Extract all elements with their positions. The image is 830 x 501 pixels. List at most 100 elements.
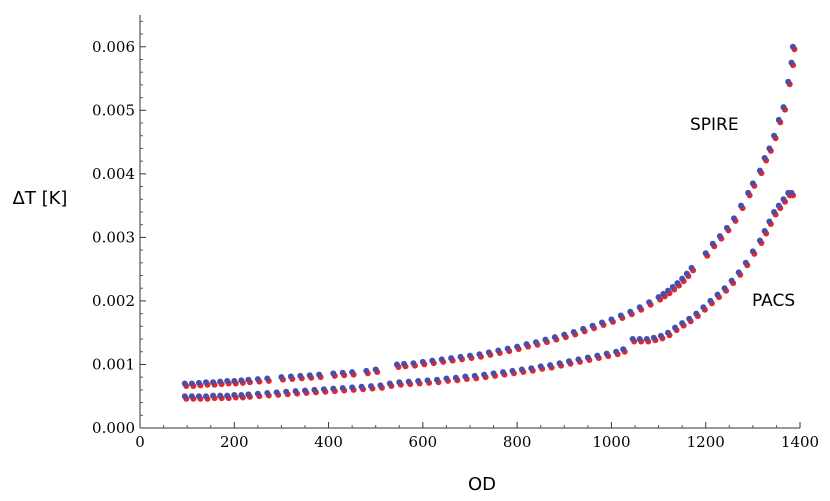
spire-point-blue — [679, 275, 686, 282]
spire-point-blue — [419, 358, 426, 365]
spire-point-blue — [636, 304, 643, 311]
pacs-point-blue — [735, 269, 742, 276]
spire-point-blue — [617, 312, 624, 319]
spire-point-blue — [210, 379, 217, 386]
spire-point-blue — [775, 116, 782, 123]
pacs-point-blue — [311, 386, 318, 393]
pacs-point-blue — [339, 384, 346, 391]
pacs-point-blue — [566, 358, 572, 365]
pacs-point-blue — [462, 373, 469, 380]
x-tick-label: 400 — [314, 433, 343, 451]
spire-point-blue — [723, 224, 730, 231]
spire-point-blue — [660, 290, 667, 297]
x-tick-label: 1200 — [687, 433, 725, 451]
spire-point-blue — [448, 355, 455, 362]
spire-point-blue — [756, 167, 763, 174]
pacs-point-blue — [415, 377, 422, 384]
pacs-point-blue — [761, 228, 768, 235]
spire-point-blue — [495, 347, 502, 354]
spire-point-blue — [674, 280, 681, 287]
pacs-point-blue — [481, 371, 488, 378]
spire-point-blue — [580, 325, 587, 332]
pacs-point-blue — [188, 393, 195, 400]
spire-point-blue — [339, 369, 346, 376]
spire-point-blue — [551, 334, 558, 341]
x-tick-label: 200 — [220, 433, 249, 451]
spire-point-blue — [264, 375, 271, 382]
spire-point-blue — [316, 371, 323, 378]
pacs-point-blue — [405, 378, 412, 385]
spire-point-blue — [570, 329, 577, 336]
spire-point-blue — [245, 376, 252, 383]
spire-point-blue — [533, 339, 539, 346]
pacs-point-blue — [700, 304, 707, 311]
pacs-point-blue — [679, 320, 686, 327]
y-tick-label: 0.004 — [92, 165, 135, 183]
spire-point-blue — [702, 250, 709, 257]
pacs-point-blue — [575, 356, 582, 363]
pacs-point-blue — [283, 388, 290, 395]
pacs-point-blue — [775, 202, 782, 209]
spire-point-blue — [429, 357, 436, 364]
pacs-point-blue — [245, 391, 252, 398]
pacs-point-blue — [500, 369, 506, 376]
spire-point-blue — [181, 380, 188, 387]
spire-point-blue — [457, 353, 464, 360]
pacs-point-blue — [594, 352, 601, 359]
spire-point-blue — [467, 352, 473, 359]
spire-point-blue — [238, 377, 245, 384]
pacs-point-blue — [766, 218, 773, 225]
spire-point-blue — [709, 240, 716, 247]
spire-point-blue — [745, 189, 752, 196]
pacs-point-blue — [613, 348, 620, 355]
pacs-point-blue — [181, 393, 188, 400]
pacs-point-blue — [254, 390, 261, 397]
pacs-point-blue — [377, 382, 384, 389]
pacs-point-blue — [490, 370, 497, 377]
spire-point-blue — [780, 104, 787, 111]
series-label-spire: SPIRE — [690, 115, 739, 135]
spire-point-blue — [438, 356, 445, 363]
pacs-point-blue — [693, 310, 700, 317]
spire-point-blue — [401, 360, 407, 367]
pacs-point-blue — [707, 297, 714, 304]
pacs-point-blue — [210, 392, 217, 399]
pacs-point-blue — [368, 383, 374, 390]
spire-point-blue — [542, 336, 549, 343]
pacs-point-blue — [302, 387, 308, 394]
spire-point-blue — [224, 377, 231, 384]
spire-point-blue — [514, 343, 521, 350]
pacs-point-blue — [264, 390, 271, 397]
axes-layer — [139, 15, 800, 429]
spire-point-blue — [761, 154, 768, 161]
spire-point-blue — [589, 322, 596, 329]
pacs-point-blue — [714, 291, 721, 298]
spire-point-blue — [306, 372, 313, 379]
y-tick-label: 0.005 — [92, 101, 135, 119]
series-label-pacs: PACS — [752, 291, 795, 311]
x-tick-label: 1400 — [781, 433, 819, 451]
spire-point-blue — [278, 374, 285, 381]
x-tick-label: 800 — [503, 433, 532, 451]
pacs-point-blue — [224, 392, 231, 399]
spire-point-blue — [363, 367, 370, 374]
pacs-point-blue — [584, 354, 591, 361]
pacs-point-blue — [537, 363, 544, 370]
spire-point-blue — [372, 366, 379, 373]
pacs-point-blue — [636, 336, 643, 343]
spire-point-blue — [287, 373, 294, 380]
spire-point-blue — [766, 145, 773, 152]
pacs-point-blue — [756, 237, 763, 244]
spire-point-blue — [203, 379, 209, 386]
spire-point-blue — [393, 361, 400, 368]
x-tick-label: 1000 — [592, 433, 630, 451]
spire-point-blue — [731, 215, 737, 222]
spire-point-blue — [789, 43, 796, 50]
spire-point-blue — [688, 264, 695, 271]
spire-point-blue — [476, 351, 483, 358]
spire-point-blue — [665, 287, 671, 294]
y-tick-label: 0.001 — [92, 355, 135, 373]
pacs-point-blue — [238, 391, 245, 398]
pacs-point-blue — [452, 374, 459, 381]
pacs-point-blue — [528, 365, 535, 372]
